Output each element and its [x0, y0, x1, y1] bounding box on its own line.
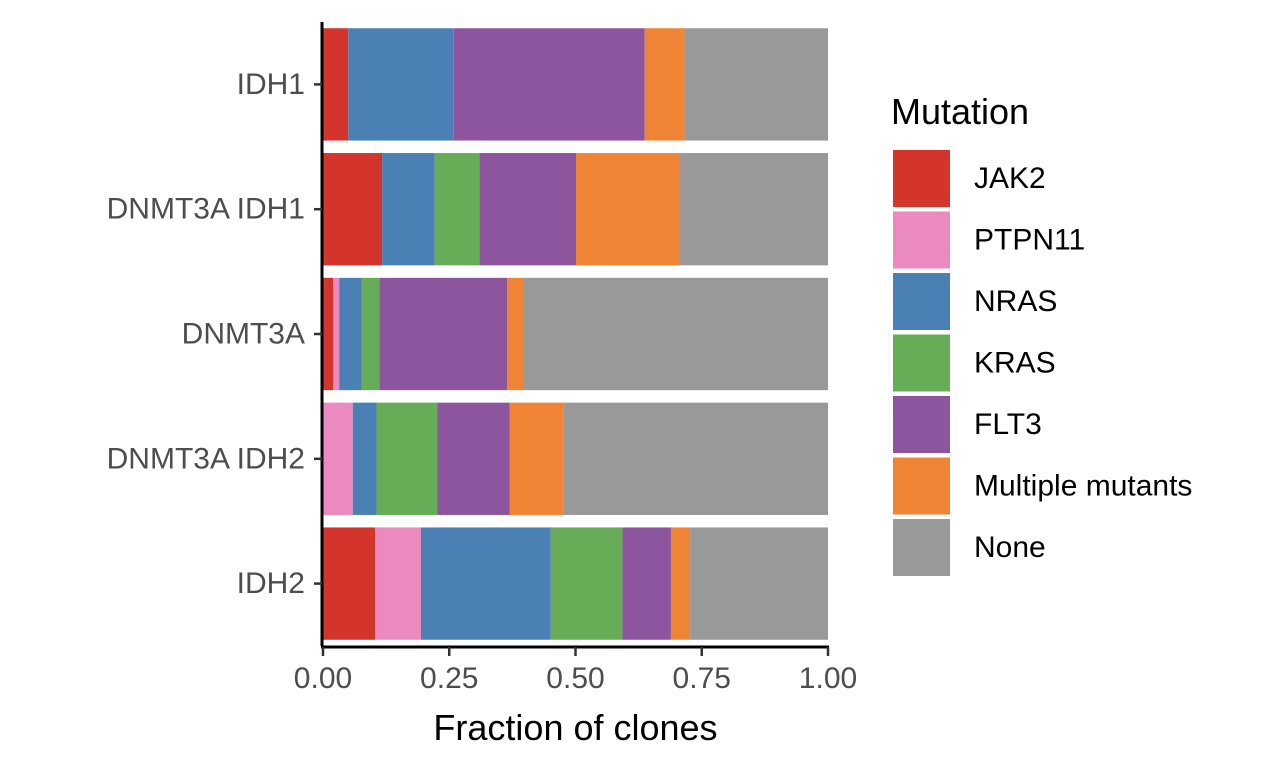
bar-dnmt3a-idh1-nras: [382, 153, 435, 266]
bar-dnmt3a-idh1-kras: [434, 153, 480, 266]
bar-idh1-nras: [348, 28, 454, 141]
bar-dnmt3a-idh2-nras: [352, 402, 377, 515]
bar-idh2-ptpn11: [375, 527, 421, 640]
bar-dnmt3a-idh2-kras: [376, 402, 438, 515]
bars-group: [323, 28, 828, 640]
bar-dnmt3a-idh1-none: [680, 153, 828, 266]
legend-label-ptpn11: PTPN11: [974, 224, 1085, 257]
bar-dnmt3a-none: [523, 277, 828, 391]
bar-dnmt3a-idh2-ptpn11: [323, 402, 353, 515]
y-tick-label-dnmt3a: DNMT3A: [182, 318, 305, 351]
legend-label-jak2: JAK2: [974, 162, 1046, 195]
bar-idh2-nras: [420, 527, 551, 640]
legend-label-nras: NRAS: [974, 285, 1057, 318]
bar-dnmt3a-jak2: [323, 277, 334, 391]
bar-idh2-none: [690, 527, 828, 640]
y-tick-label-dnmt3a-idh2: DNMT3A IDH2: [107, 442, 305, 475]
x-tick-label-1: 0.25: [420, 662, 478, 695]
bar-idh1-multiple-mutants: [644, 28, 685, 141]
bar-idh2-flt3: [622, 527, 671, 640]
x-tick-label-2: 0.50: [546, 662, 604, 695]
x-tick-label-4: 1.00: [799, 662, 857, 695]
legend: Mutation JAK2 PTPN11 NRAS KRAS FLT3 Multiple …: [891, 91, 1192, 576]
y-tick-label-dnmt3a-idh1: DNMT3A IDH1: [107, 193, 305, 226]
bar-idh2-multiple-mutants: [670, 527, 691, 640]
x-axis: 0.00 0.25 0.50 0.75 1.00: [294, 645, 857, 695]
legend-label-multiple-mutants: Multiple mutants: [974, 470, 1192, 503]
bar-dnmt3a-nras: [339, 277, 362, 391]
x-axis-title: Fraction of clones: [433, 707, 717, 748]
bar-dnmt3a-flt3: [379, 277, 508, 391]
legend-title: Mutation: [891, 91, 1029, 132]
legend-swatch-flt3: [893, 396, 950, 453]
bar-idh2-kras: [550, 527, 623, 640]
legend-label-none: None: [974, 531, 1046, 564]
x-tick-label-0: 0.00: [294, 662, 352, 695]
legend-swatch-ptpn11: [893, 211, 950, 269]
legend-label-kras: KRAS: [974, 347, 1056, 380]
bar-dnmt3a-idh2-flt3: [437, 402, 510, 515]
bar-idh1-jak2: [323, 28, 349, 141]
bar-dnmt3a-idh2-none: [563, 402, 828, 515]
y-tick-label-idh1: IDH1: [237, 68, 305, 101]
legend-swatch-multiple-mutants: [893, 457, 950, 515]
bar-dnmt3a-ptpn11: [333, 277, 340, 391]
bar-dnmt3a-idh1-jak2: [323, 153, 383, 266]
bar-dnmt3a-kras: [361, 277, 380, 391]
y-axis: IDH1 DNMT3A IDH1 DNMT3A DNMT3A IDH2 IDH2: [107, 22, 324, 646]
bar-dnmt3a-idh1-multiple-mutants: [576, 153, 681, 266]
legend-swatch-nras: [893, 273, 950, 330]
legend-label-flt3: FLT3: [974, 408, 1042, 441]
bar-dnmt3a-idh2-multiple-mutants: [509, 402, 564, 515]
bar-idh1-flt3: [453, 28, 645, 141]
bar-idh1-none: [684, 28, 828, 141]
bar-dnmt3a-idh1-flt3: [479, 153, 576, 266]
legend-swatch-jak2: [893, 150, 950, 207]
bar-idh2-jak2: [323, 527, 376, 640]
legend-swatch-kras: [893, 334, 950, 392]
x-tick-label-3: 0.75: [673, 662, 731, 695]
y-tick-label-idh2: IDH2: [237, 567, 305, 600]
legend-swatch-none: [893, 519, 950, 576]
bar-dnmt3a-multiple-mutants: [507, 277, 524, 391]
